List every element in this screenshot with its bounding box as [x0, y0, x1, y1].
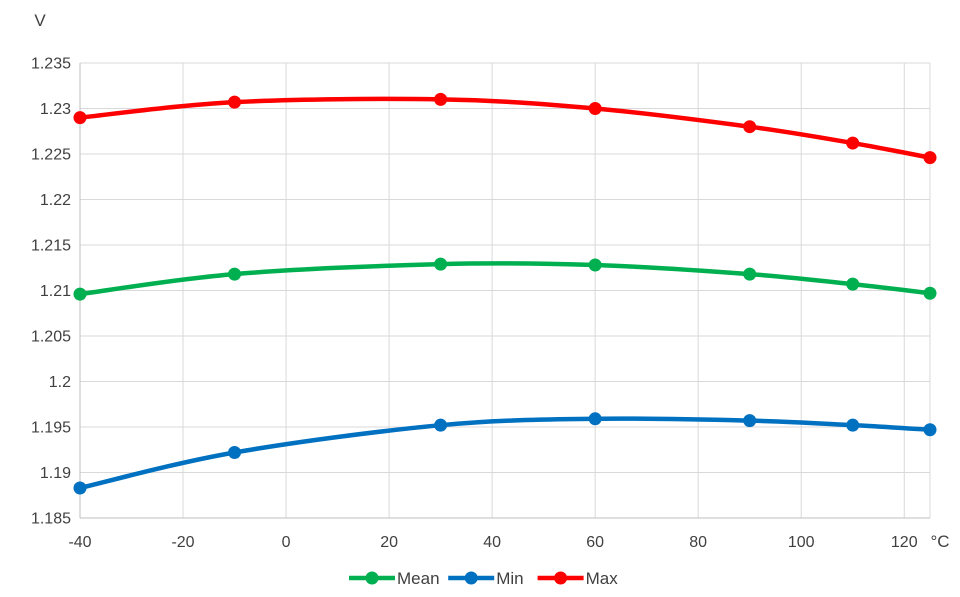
legend-swatch-marker — [554, 571, 568, 585]
data-point-mean — [228, 267, 242, 281]
series-min — [73, 412, 937, 495]
data-point-mean — [73, 287, 87, 301]
data-point-max — [228, 95, 242, 109]
legend-label: Min — [496, 569, 523, 588]
series-lines — [73, 92, 937, 495]
y-tick-label: 1.22 — [40, 192, 71, 209]
data-point-max — [743, 120, 757, 134]
legend-swatch-marker — [464, 571, 478, 585]
y-tick-label: 1.215 — [31, 238, 71, 255]
y-tick-label: 1.205 — [31, 329, 71, 346]
y-tick-label: 1.23 — [40, 101, 71, 118]
data-point-max — [588, 102, 602, 115]
data-point-mean — [434, 257, 448, 271]
x-tick-label: 20 — [380, 534, 398, 551]
y-tick-label: 1.195 — [31, 420, 71, 437]
y-tick-label: 1.235 — [31, 56, 71, 73]
legend: Mean Min Max — [349, 569, 618, 588]
data-point-mean — [588, 258, 602, 272]
data-point-min — [588, 412, 602, 426]
legend-item-max: Max — [537, 569, 619, 588]
series-line-max — [77, 96, 933, 160]
data-point-min — [228, 445, 242, 459]
legend-item-min: Min — [448, 569, 524, 588]
x-tick-label: -40 — [68, 534, 91, 551]
x-axis-unit-label: °C — [930, 532, 949, 551]
y-tick-label: 1.225 — [31, 147, 71, 164]
x-tick-label: -20 — [171, 534, 194, 551]
data-point-max — [434, 92, 448, 106]
tick-labels: 1.185 1.19 1.195 1.2 1.205 1.21 1.215 1.22 1.225… — [31, 56, 918, 552]
data-point-mean — [846, 277, 860, 291]
x-tick-label: 60 — [586, 534, 604, 551]
data-point-max — [923, 151, 937, 165]
y-axis-unit-label: V — [34, 11, 46, 30]
data-point-max — [73, 111, 87, 125]
legend-swatch-marker — [365, 571, 379, 585]
data-point-min — [434, 418, 448, 432]
data-point-max — [846, 136, 860, 150]
y-tick-label: 1.21 — [40, 283, 71, 300]
grid-lines — [79, 62, 931, 519]
series-line-min — [77, 416, 933, 491]
x-tick-label: 120 — [891, 534, 918, 551]
series-line-mean — [77, 261, 933, 297]
data-point-mean — [743, 267, 757, 281]
data-point-min — [846, 418, 860, 432]
x-tick-label: 0 — [282, 534, 291, 551]
data-point-mean — [923, 286, 937, 300]
legend-label: Mean — [397, 569, 440, 588]
y-tick-label: 1.185 — [31, 511, 71, 528]
y-tick-label: 1.2 — [49, 374, 71, 391]
data-point-min — [923, 423, 937, 437]
x-tick-label: 40 — [483, 534, 501, 551]
x-tick-label: 80 — [689, 534, 707, 551]
series-mean — [73, 257, 937, 301]
x-tick-label: 100 — [788, 534, 815, 551]
legend-item-mean: Mean — [349, 569, 440, 588]
legend-label: Max — [586, 569, 619, 588]
data-point-min — [743, 414, 757, 428]
y-tick-label: 1.19 — [40, 465, 71, 482]
data-point-min — [73, 481, 87, 495]
series-max — [73, 92, 937, 165]
